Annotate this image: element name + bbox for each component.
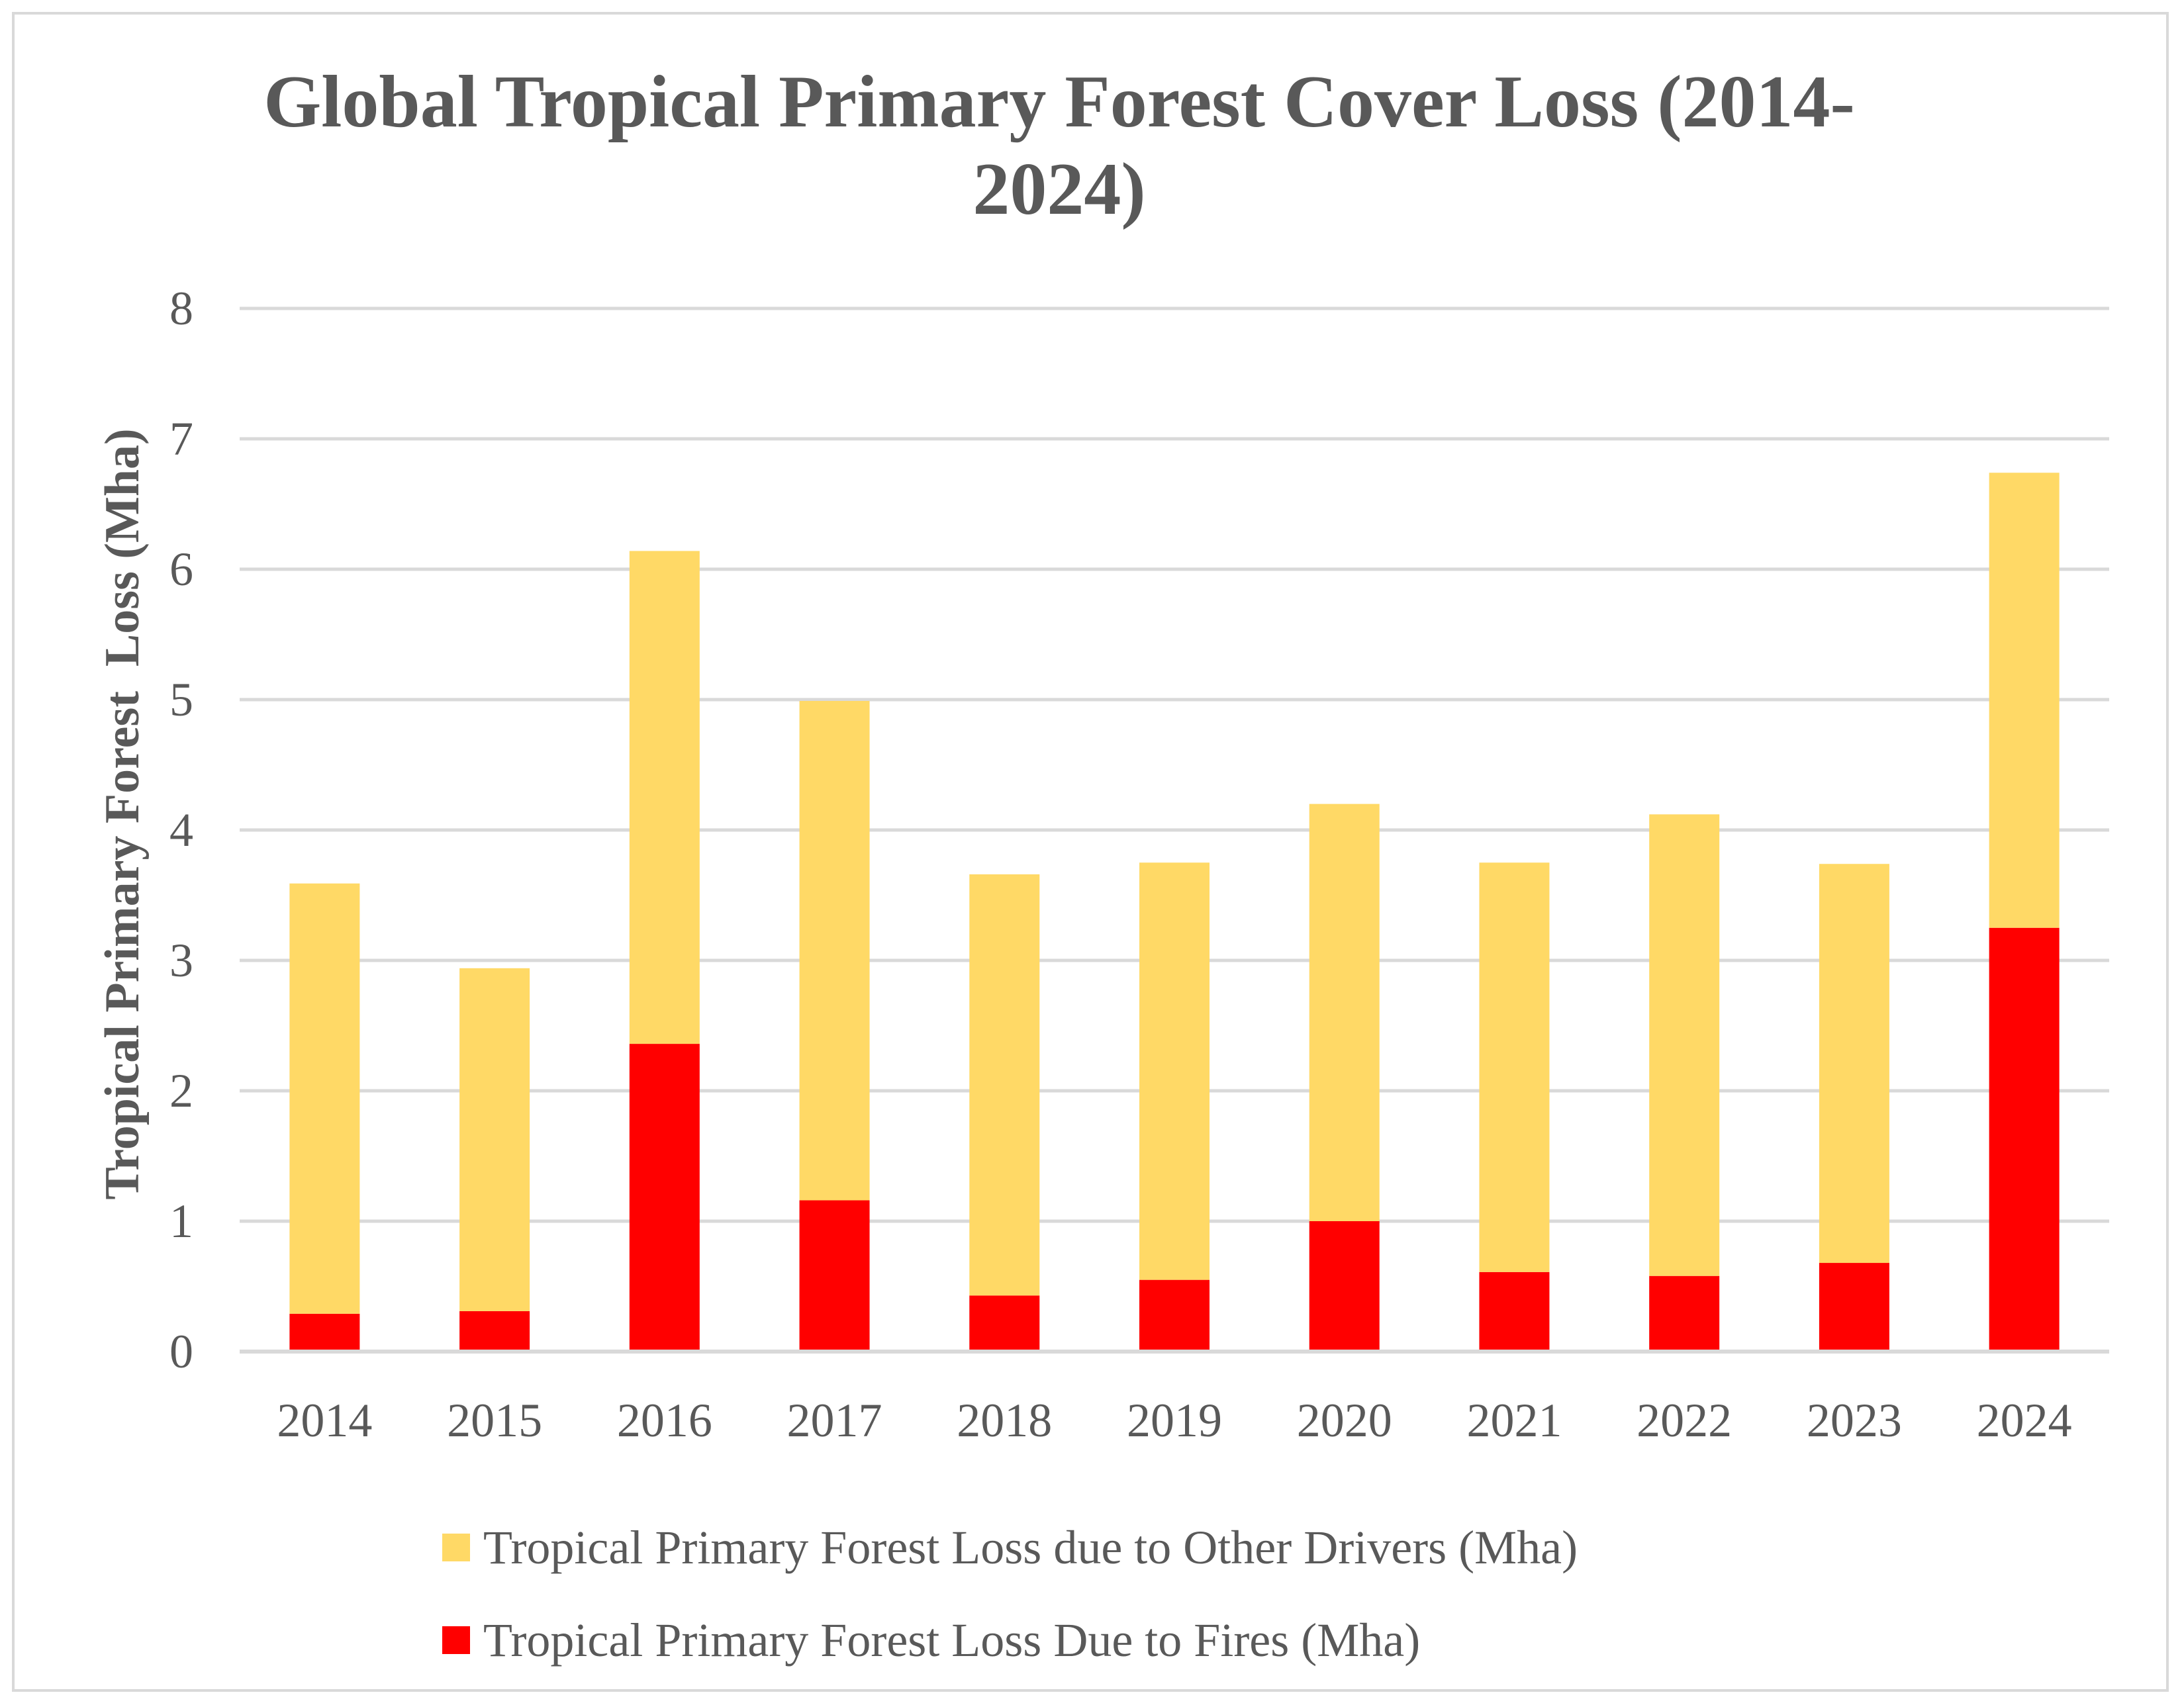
legend-item-fires: Tropical Primary Forest Loss Due to Fire… [442,1594,1578,1686]
bar-other-2014 [289,883,360,1314]
bar-fires-2022 [1649,1275,1720,1352]
y-tick-label: 1 [169,1195,193,1248]
bar-other-2024 [1989,473,2060,928]
bar-other-2016 [629,551,700,1044]
y-tick-label: 8 [169,282,193,335]
bar-fires-2017 [799,1200,870,1352]
bar-fires-2015 [459,1311,530,1352]
bar-other-2021 [1479,862,1550,1272]
bar-other-2017 [799,700,870,1201]
legend-label-fires: Tropical Primary Forest Loss Due to Fire… [483,1613,1421,1667]
chart-frame [12,12,2169,1692]
x-tick-label: 2014 [277,1394,372,1447]
bar-fires-2023 [1819,1263,1889,1352]
x-tick-label: 2016 [617,1394,712,1447]
bars [289,473,2060,1352]
y-tick-label: 5 [169,673,193,726]
bar-other-2022 [1649,814,1720,1276]
bar-fires-2016 [629,1044,700,1352]
x-tick-label: 2022 [1637,1394,1732,1447]
x-tick-label: 2019 [1127,1394,1222,1447]
bar-other-2023 [1819,864,1889,1264]
bar-fires-2018 [969,1295,1040,1352]
bar-other-2015 [459,968,530,1311]
bar-other-2018 [969,874,1040,1296]
bar-other-2020 [1309,804,1380,1221]
bar-fires-2019 [1139,1279,1210,1352]
legend-swatch-other [442,1534,470,1561]
y-tick-label: 3 [169,934,193,987]
y-tick-label: 7 [169,412,193,465]
y-tick-label: 4 [169,804,193,856]
bar-fires-2024 [1989,927,2060,1352]
legend: Tropical Primary Forest Loss due to Othe… [442,1501,1578,1686]
x-tick-label: 2023 [1807,1394,1902,1447]
x-tick-label: 2018 [957,1394,1052,1447]
y-tick-label: 2 [169,1064,193,1117]
legend-label-other: Tropical Primary Forest Loss due to Othe… [483,1520,1578,1574]
y-tick-label: 0 [169,1325,193,1378]
x-tick-label: 2024 [1977,1394,2072,1447]
x-tick-label: 2017 [787,1394,882,1447]
x-tick-label: 2015 [447,1394,542,1447]
chart-title: Global Tropical Primary Forest Cover Los… [263,61,1855,230]
x-tick-label: 2020 [1297,1394,1392,1447]
bar-fires-2020 [1309,1221,1380,1352]
bar-fires-2021 [1479,1271,1550,1352]
x-tick-label: 2021 [1466,1394,1562,1447]
bar-fires-2014 [289,1313,360,1352]
bar-other-2019 [1139,862,1210,1280]
legend-swatch-fires [442,1626,470,1654]
axes: 0 1 2 3 4 5 6 7 8 2014 2015 2016 2017 2018 2019 2020 202… [169,282,2109,1447]
y-tick-label: 6 [169,543,193,596]
legend-item-other: Tropical Primary Forest Loss due to Othe… [442,1501,1578,1594]
